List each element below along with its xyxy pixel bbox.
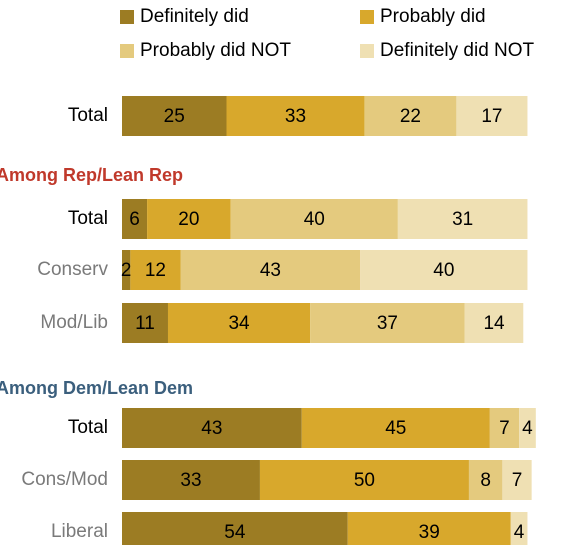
group-1-row-conserv-value-probably-did: 12 [145,260,166,281]
group-heading-among-rep-lean-rep: Among Rep/Lean Rep [0,165,183,185]
group-2-row-liberal-bar-probably-did [347,512,511,545]
group-1-row-conserv-bar-definitely-did [122,250,131,290]
group-0-row-total-bar-probably-did [226,96,365,136]
group-2-row-total-value-definitely-did-not: 4 [522,418,533,439]
group-2-row-total-label: Total [68,417,108,438]
group-2-row-cons-mod-value-definitely-did: 33 [180,470,201,491]
group-2-row-total-bar-probably-did-not [489,408,520,448]
legend-label-definitely-did: Definitely did [140,6,249,27]
group-1-row-mod-lib-label: Mod/Lib [40,312,108,333]
legend-item-probably-did-not: Probably did NOT [120,40,291,62]
group-2-row-liberal-value-definitely-did-not: 4 [514,522,525,543]
group-1-row-mod-lib-value-probably-did: 34 [228,313,250,334]
group-2-row-cons-mod-bar-definitely-did-not [502,460,532,500]
group-1-row-total-bar-probably-did [147,199,231,239]
group-0-row-total-bar-definitely-did-not [456,96,528,136]
group-1-row-mod-lib-bar-definitely-did [122,303,168,343]
group-2-row-total-bar-definitely-did-not [519,408,536,448]
group-1-row-total-bar-definitely-did-not [397,199,528,239]
group-1-row-mod-lib-value-definitely-did-not: 14 [483,313,505,334]
group-1-row-total-bar-probably-did-not [230,199,398,239]
legend-item-definitely-did-not: Definitely did NOT [360,40,534,62]
group-2-row-cons-mod-value-probably-did-not: 8 [480,470,491,491]
group-2-row-liberal-label: Liberal [51,521,108,542]
group-1-row-conserv-bar-definitely-did-not [360,250,528,290]
group-1-row-mod-lib-bar-definitely-did-not [464,303,524,343]
legend-label-definitely-did-not: Definitely did NOT [380,40,535,61]
legend-item-definitely-did: Definitely did [120,6,249,28]
legend-swatch-definitely-did [120,10,134,24]
group-2-row-liberal-bar-definitely-did [122,512,348,545]
group-0-row-total-value-probably-did: 33 [285,106,306,127]
group-1-row-total-label: Total [68,208,108,229]
group-0-row-total-value-definitely-did: 25 [164,106,185,127]
legend-swatch-definitely-did-not [360,44,374,58]
group-2-row-total-bar-probably-did [301,408,490,448]
group-0-row-total-bar-probably-did-not [364,96,457,136]
group-2-row-total-value-definitely-did: 43 [201,418,222,439]
group-1-row-total-value-probably-did-not: 40 [304,209,325,230]
group-0-row-total-label: Total [68,105,108,126]
legend-item-probably-did: Probably did [360,6,486,28]
group-1-row-conserv-value-probably-did-not: 43 [260,260,281,281]
group-2-row-liberal-value-probably-did: 39 [419,522,440,543]
legend-label-probably-did-not: Probably did NOT [140,40,292,61]
group-1-row-total-value-probably-did: 20 [178,209,199,230]
group-2-row-total-value-probably-did: 45 [385,418,406,439]
group-0-row-total-value-probably-did-not: 22 [400,106,421,127]
group-heading-among-dem-lean-dem: Among Dem/Lean Dem [0,378,193,398]
group-1-row-total-bar-definitely-did [122,199,148,239]
legend-swatch-probably-did-not [120,44,134,58]
group-2-row-liberal-bar-definitely-did-not [510,512,528,545]
group-2-row-total-bar-definitely-did [122,408,302,448]
group-2-row-total-value-probably-did-not: 7 [499,418,510,439]
group-2-row-cons-mod-value-probably-did: 50 [354,470,375,491]
group-1-row-mod-lib-value-probably-did-not: 37 [377,313,398,334]
group-1-row-conserv-bar-probably-did [130,250,181,290]
group-1-row-conserv-value-definitely-did: 2 [121,260,132,281]
group-1-row-conserv-value-definitely-did-not: 40 [433,260,454,281]
group-0-row-total-bar-definitely-did [122,96,227,136]
group-1-row-mod-lib-value-definitely-did: 11 [135,313,155,334]
legend-label-probably-did: Probably did [380,6,486,27]
group-2-row-cons-mod-bar-probably-did-not [468,460,503,500]
group-1-row-conserv-bar-probably-did-not [180,250,361,290]
group-1-row-total-value-definitely-did: 6 [129,209,140,230]
group-2-row-cons-mod-label: Cons/Mod [21,469,108,490]
group-2-row-liberal-value-definitely-did: 54 [224,522,246,543]
group-1-row-conserv-label: Conserv [37,259,108,280]
group-0-row-total-value-definitely-did-not: 17 [481,106,502,127]
group-1-row-mod-lib-bar-probably-did-not [310,303,465,343]
group-1-row-mod-lib-bar-probably-did [167,303,311,343]
group-2-row-cons-mod-bar-probably-did [259,460,469,500]
group-2-row-cons-mod-value-definitely-did-not: 7 [512,470,523,491]
legend-swatch-probably-did [360,10,374,24]
group-2-row-cons-mod-bar-definitely-did [122,460,260,500]
group-1-row-total-value-definitely-did-not: 31 [452,209,473,230]
